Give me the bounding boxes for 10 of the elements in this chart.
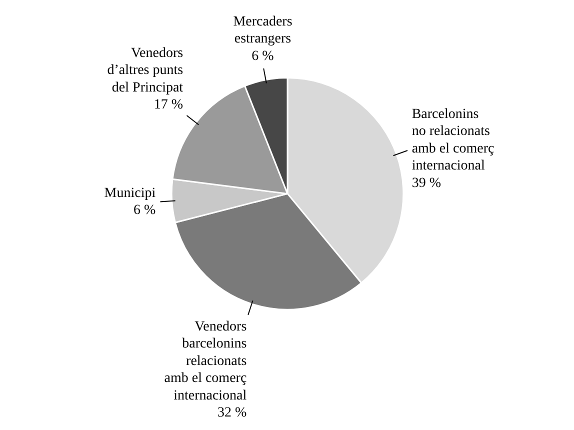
data-label: 17 % [154, 98, 184, 113]
slice-label: Barcelonins no relacionats amb el comerç internacional [412, 106, 494, 174]
data-label: 6 % [252, 48, 274, 64]
data-label: 32 % [218, 406, 248, 421]
slice-label: Municipi [104, 186, 156, 201]
slice-label: Mercaders estrangers [233, 14, 292, 47]
data-label: 6 % [133, 203, 156, 218]
slice-label: Venedors barcelonins relacionats amb el comerç internacional [164, 319, 247, 404]
slice-label: Venedors d’altres punts del Principat [107, 46, 184, 96]
data-label: 39 % [412, 176, 442, 191]
